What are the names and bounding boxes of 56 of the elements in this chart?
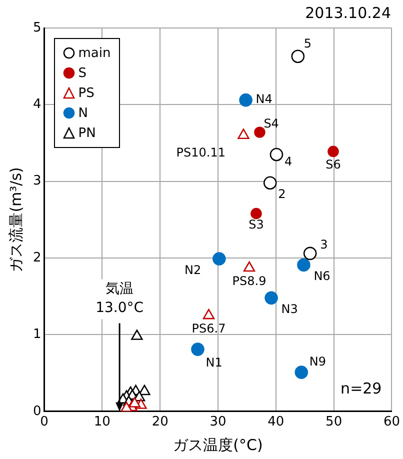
annotation: N9 (309, 354, 326, 368)
legend-label: PS (78, 86, 94, 100)
point (291, 50, 305, 64)
y-tick-label: 5 (32, 20, 42, 36)
point (212, 252, 226, 266)
annotation: N1 (206, 355, 222, 370)
point (297, 258, 310, 272)
point (294, 366, 308, 379)
point (243, 261, 256, 272)
y-tick-label: 2 (32, 250, 42, 266)
annotation: PS10.11 (176, 145, 226, 160)
annotation: S6 (326, 158, 341, 172)
annotation: S4 (264, 116, 279, 130)
annotation: S3 (248, 218, 264, 232)
point (239, 93, 252, 107)
y-tick-label: 4 (32, 97, 42, 112)
x-tick-label: 10 (94, 414, 110, 430)
point (254, 126, 266, 138)
legend-label: PN (78, 126, 96, 140)
y-tick-label: 1 (32, 327, 42, 342)
annotation: 4 (284, 154, 292, 169)
annotation: N6 (314, 269, 330, 284)
annotation: PS6.7 (192, 322, 226, 336)
x-axis-title: ガス温度(°C) (173, 436, 263, 454)
chart-title: 2013.10.24 (305, 4, 391, 22)
annotation: N2 (184, 262, 202, 277)
annotation: 2 (278, 187, 286, 202)
point (264, 291, 278, 305)
annotation: N3 (281, 302, 298, 316)
point (138, 384, 150, 396)
x-tick-label: 50 (326, 414, 342, 430)
y-axis-title: ガス流量(m³/s) (6, 167, 25, 272)
annotation: 5 (304, 36, 312, 50)
legend-label: S (78, 66, 87, 80)
annotation: PS8.9 (232, 274, 266, 288)
annotation: N4 (256, 92, 272, 106)
point (131, 330, 143, 340)
point (128, 397, 140, 408)
point (263, 176, 277, 190)
point (250, 208, 262, 220)
x-tick-label: 60 (383, 414, 400, 430)
legend-label: N (78, 106, 88, 120)
annotation: n=29 (340, 379, 382, 398)
annotation: 3 (320, 238, 328, 252)
point (303, 246, 317, 260)
point (191, 342, 204, 356)
point (202, 308, 215, 320)
y-tick-label: 0 (32, 404, 42, 419)
point (328, 146, 339, 158)
y-tick-label: 3 (32, 174, 42, 189)
x-tick-label: 20 (152, 414, 168, 430)
x-tick-label: 30 (210, 414, 226, 430)
point (270, 148, 284, 162)
legend-label: main (78, 46, 111, 60)
annotation: 気温 13.0°C (96, 280, 144, 316)
x-tick-label: 40 (268, 414, 284, 430)
